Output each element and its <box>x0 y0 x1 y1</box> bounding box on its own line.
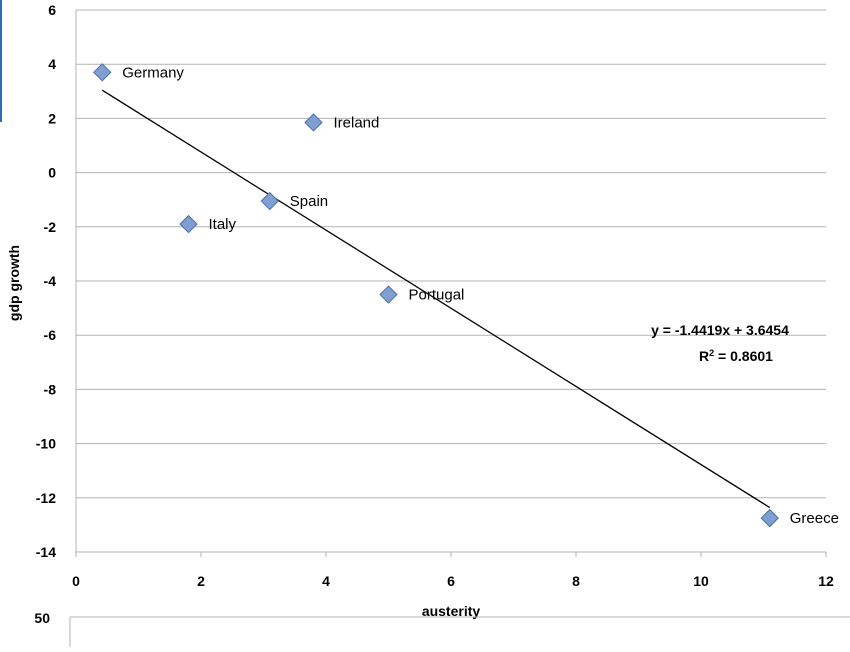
point-label-greece: Greece <box>790 510 839 527</box>
x-tick-label: 10 <box>693 573 709 589</box>
point-label-portugal: Portugal <box>409 287 465 304</box>
point-label-italy: Italy <box>209 216 237 233</box>
y-tick-label: 6 <box>48 2 56 18</box>
x-tick-label: 2 <box>197 573 205 589</box>
y-tick-label: 0 <box>48 165 56 181</box>
point-label-spain: Spain <box>290 193 328 210</box>
y-tick-label: -12 <box>36 490 56 506</box>
y-tick-label: -2 <box>44 219 57 235</box>
x-tick-label: 12 <box>818 573 834 589</box>
r-squared-symbol: R <box>699 348 709 364</box>
y-tick-label: -14 <box>36 544 56 560</box>
x-tick-label: 6 <box>447 573 455 589</box>
x-tick-label: 0 <box>72 573 80 589</box>
r-squared-value: = 0.8601 <box>714 348 773 364</box>
next-chart-tick-label: 50 <box>34 610 50 626</box>
y-tick-label: -8 <box>44 381 57 397</box>
x-tick-label: 4 <box>322 573 330 589</box>
y-tick-label: 4 <box>48 56 56 72</box>
y-tick-label: 2 <box>48 110 56 126</box>
trendline-equation: y = -1.4419x + 3.6454 <box>651 322 789 338</box>
x-tick-label: 8 <box>572 573 580 589</box>
y-tick-label: -4 <box>44 273 57 289</box>
y-axis-title: gdp growth <box>6 245 22 321</box>
point-label-germany: Germany <box>122 64 184 81</box>
y-tick-label: -6 <box>44 327 57 343</box>
point-label-ireland: Ireland <box>334 114 380 131</box>
y-tick-label: -10 <box>36 436 56 452</box>
